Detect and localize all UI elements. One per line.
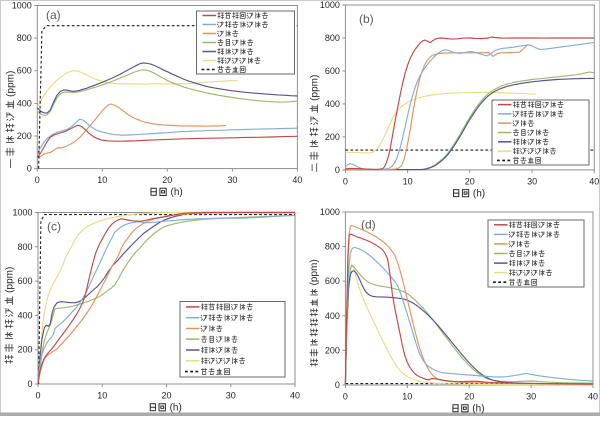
- svg-text:(ppm): (ppm): [310, 75, 321, 101]
- svg-text:20: 20: [162, 175, 172, 185]
- svg-text:10: 10: [97, 391, 107, 401]
- svg-text:600: 600: [325, 276, 340, 286]
- svg-text:0: 0: [35, 391, 40, 401]
- svg-text:(ppm): (ppm): [5, 267, 16, 293]
- svg-text:(b): (b): [359, 12, 374, 26]
- svg-text:(ppm): (ppm): [309, 259, 320, 285]
- svg-text:30: 30: [526, 392, 536, 402]
- svg-text:(h): (h): [473, 189, 485, 200]
- svg-text:(d): (d): [361, 218, 376, 232]
- svg-text:200: 200: [325, 345, 340, 355]
- svg-text:400: 400: [17, 98, 32, 108]
- svg-text:(ppm): (ppm): [6, 71, 17, 97]
- svg-text:10: 10: [403, 177, 413, 187]
- svg-text:0: 0: [35, 175, 40, 185]
- svg-text:40: 40: [588, 392, 598, 402]
- svg-text:30: 30: [527, 177, 537, 187]
- svg-text:800: 800: [325, 242, 340, 252]
- svg-text:(c): (c): [47, 220, 61, 234]
- svg-text:30: 30: [226, 391, 236, 401]
- svg-text:200: 200: [325, 132, 340, 142]
- svg-text:1000: 1000: [320, 207, 340, 217]
- svg-text:0: 0: [335, 380, 340, 390]
- svg-text:400: 400: [17, 310, 32, 320]
- svg-text:20: 20: [161, 391, 171, 401]
- svg-text:10: 10: [402, 392, 412, 402]
- svg-text:200: 200: [17, 131, 32, 141]
- svg-text:40: 40: [589, 177, 599, 187]
- svg-text:200: 200: [17, 345, 32, 355]
- svg-text:0: 0: [27, 379, 32, 389]
- svg-text:10: 10: [97, 175, 107, 185]
- svg-text:40: 40: [292, 175, 302, 185]
- svg-text:(h): (h): [171, 187, 183, 198]
- svg-text:20: 20: [465, 177, 475, 187]
- svg-text:0: 0: [343, 177, 348, 187]
- svg-text:1000: 1000: [12, 1, 32, 11]
- svg-text:(h): (h): [170, 403, 182, 414]
- svg-text:0: 0: [27, 164, 32, 174]
- svg-text:600: 600: [17, 66, 32, 76]
- svg-text:400: 400: [325, 99, 340, 109]
- svg-text:1000: 1000: [320, 0, 340, 10]
- svg-text:30: 30: [227, 175, 237, 185]
- svg-text:600: 600: [325, 66, 340, 76]
- svg-text:1000: 1000: [12, 208, 32, 218]
- svg-text:(h): (h): [472, 404, 484, 415]
- svg-text:(a): (a): [46, 8, 61, 22]
- svg-text:400: 400: [325, 311, 340, 321]
- svg-text:800: 800: [17, 33, 32, 43]
- svg-text:40: 40: [290, 391, 300, 401]
- svg-text:800: 800: [17, 242, 32, 252]
- svg-text:0: 0: [343, 392, 348, 402]
- svg-text:800: 800: [325, 33, 340, 43]
- svg-text:0: 0: [335, 165, 340, 175]
- svg-text:600: 600: [17, 276, 32, 286]
- svg-text:20: 20: [464, 392, 474, 402]
